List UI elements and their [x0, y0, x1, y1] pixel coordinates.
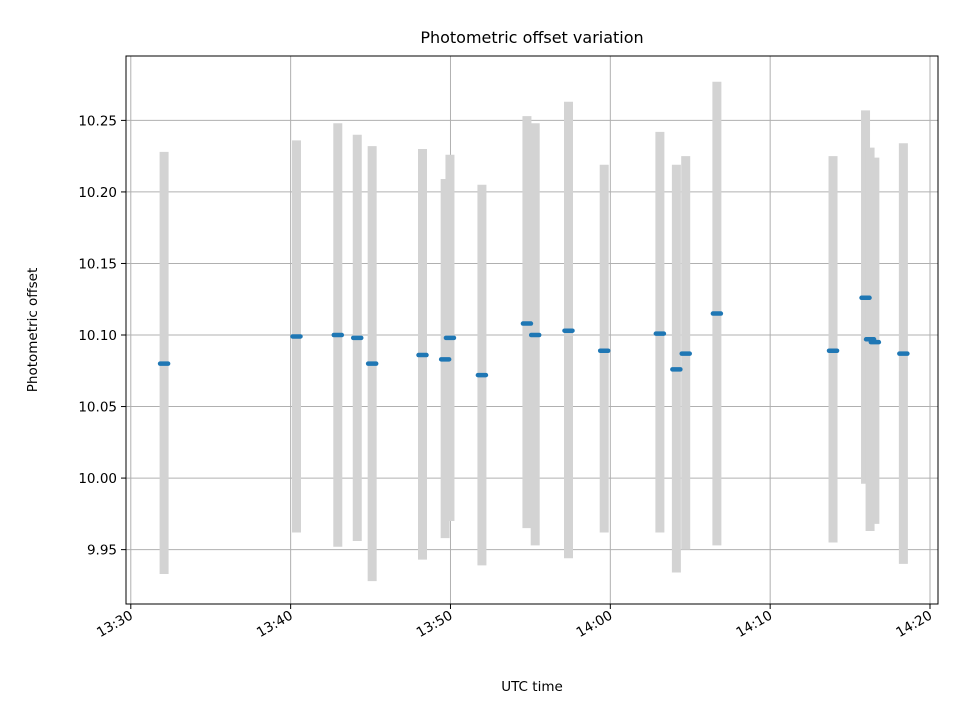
data-points: [157, 295, 910, 378]
x-axis-label: UTC time: [501, 679, 563, 695]
y-tick-label: 10.00: [78, 471, 117, 487]
y-tick-label: 10.10: [78, 328, 117, 344]
y-tick-label: 9.95: [87, 543, 117, 559]
y-tick-label: 10.15: [78, 256, 117, 272]
y-axis-ticks: 9.95 10.00 10.05 10.10 10.15 10.20 10.25: [78, 113, 126, 559]
y-tick-label: 10.05: [78, 400, 117, 416]
y-axis-label: Photometric offset: [25, 268, 41, 392]
y-tick-label: 10.20: [78, 185, 117, 201]
chart-title: Photometric offset variation: [420, 28, 643, 47]
plot-frame: [125, 55, 939, 605]
y-tick-label: 10.25: [78, 113, 117, 129]
